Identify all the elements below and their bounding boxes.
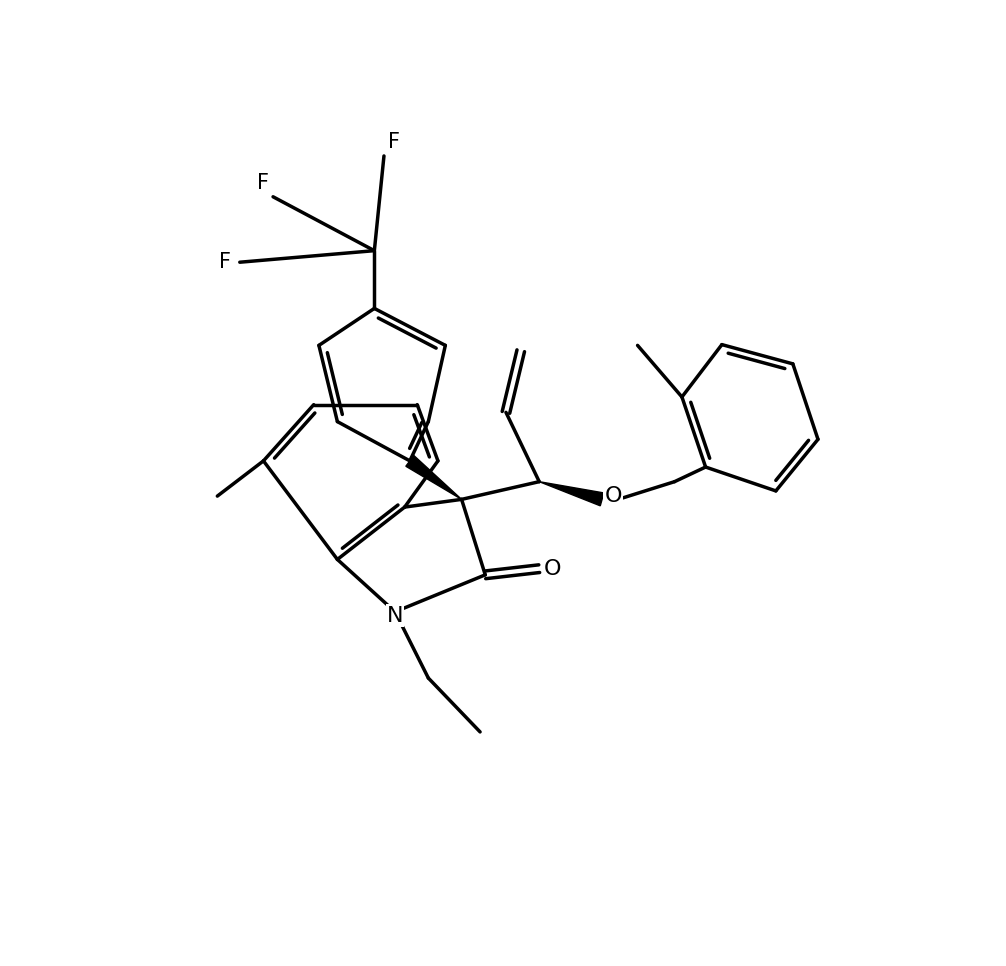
Text: F: F	[387, 132, 399, 153]
Text: F: F	[219, 252, 230, 272]
Text: O: O	[605, 486, 622, 505]
Polygon shape	[539, 482, 604, 506]
Text: O: O	[544, 558, 561, 579]
Text: F: F	[258, 173, 270, 193]
Text: N: N	[386, 606, 403, 626]
Polygon shape	[405, 456, 462, 499]
